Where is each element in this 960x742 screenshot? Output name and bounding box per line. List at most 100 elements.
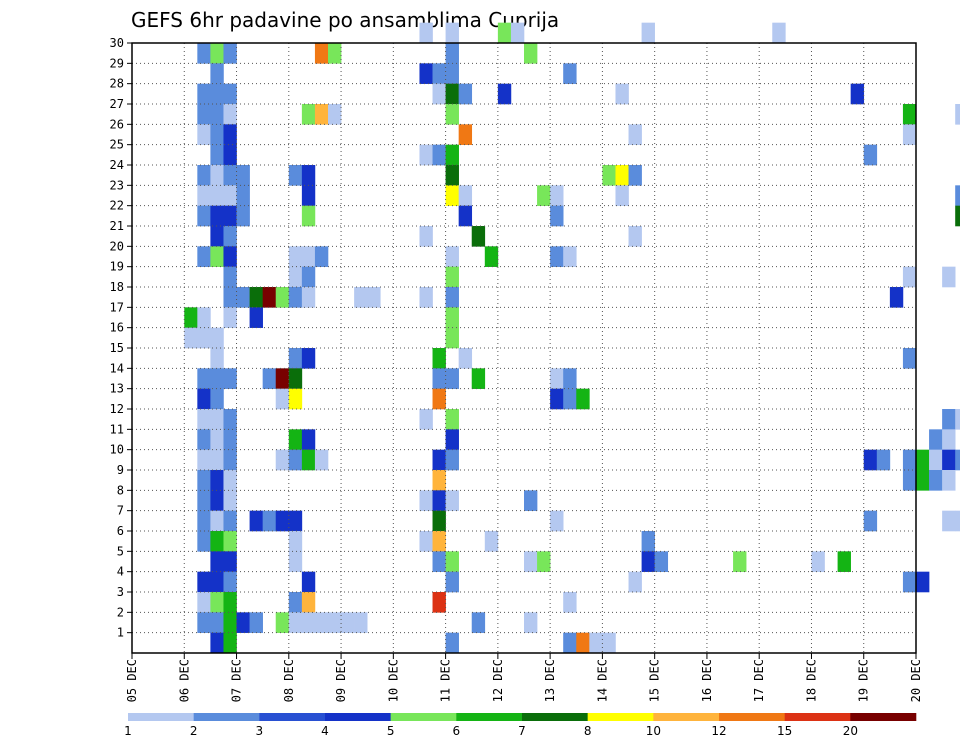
heatmap-cell	[301, 165, 316, 186]
heatmap-cell	[210, 571, 224, 593]
y-tick-label: 24	[110, 158, 124, 172]
heatmap-cell	[236, 612, 250, 633]
heatmap-cell	[432, 551, 446, 572]
heatmap-cell	[328, 612, 342, 633]
heatmap-cell	[223, 287, 237, 308]
legend-swatch	[522, 713, 588, 721]
y-tick-label: 29	[110, 56, 124, 70]
heatmap-cell	[471, 226, 486, 247]
heatmap-cell	[550, 368, 564, 389]
heatmap-cell	[955, 449, 960, 471]
x-tick-label: 08 DEC	[282, 659, 296, 702]
x-axis: 05 DEC 06 DEC 07 DEC 08 DEC 09 DEC 10 DEC 11 D…	[125, 653, 923, 702]
x-tick-label: 15 DEC	[648, 659, 662, 702]
heatmap-cell	[210, 226, 224, 247]
heatmap-cell	[210, 185, 224, 206]
heatmap-cell	[942, 470, 956, 491]
heatmap-cell	[197, 368, 211, 389]
heatmap-cell	[419, 144, 433, 166]
heatmap-cell	[563, 592, 577, 613]
heatmap-cell	[471, 612, 486, 633]
heatmap-cell	[889, 287, 904, 308]
heatmap-cell	[445, 632, 459, 654]
y-tick-label: 30	[110, 36, 124, 50]
heatmap-cell	[275, 287, 290, 308]
heatmap-cell	[223, 531, 237, 552]
heatmap-cell	[301, 205, 316, 227]
heatmap-cell	[301, 266, 316, 288]
heatmap-cell	[197, 388, 211, 410]
heatmap-cell	[288, 551, 303, 572]
heatmap-cell	[524, 43, 538, 64]
legend-label: 10	[646, 724, 661, 738]
heatmap-cell	[288, 510, 303, 532]
heatmap-cell	[288, 612, 303, 633]
heatmap-cell	[445, 551, 459, 572]
heatmap-cell	[223, 429, 237, 450]
y-tick-label: 22	[110, 199, 124, 213]
legend-label: 5	[387, 724, 395, 738]
heatmap-cell	[223, 470, 237, 491]
heatmap-cell	[223, 490, 237, 511]
x-tick-label: 11 DEC	[439, 659, 453, 702]
heatmap-cell	[210, 205, 224, 227]
legend-label: 6	[453, 724, 461, 738]
heatmap-cell	[210, 429, 224, 450]
heatmap-cell	[550, 388, 564, 410]
heatmap-cell	[955, 205, 960, 227]
heatmap-cell	[197, 246, 211, 267]
heatmap-cell	[210, 63, 224, 84]
y-tick-label: 6	[117, 524, 124, 538]
y-tick-label: 8	[117, 483, 124, 497]
heatmap-cell	[955, 409, 960, 430]
heatmap-cell	[602, 632, 616, 654]
heatmap-cell	[419, 226, 433, 247]
heatmap-cell	[210, 490, 224, 511]
heatmap-cell	[445, 327, 459, 349]
y-axis: 1234567891011121314151617181920212223242…	[110, 36, 132, 640]
heatmap-cell	[628, 124, 642, 145]
legend-label: 2	[190, 724, 198, 738]
y-tick-label: 14	[110, 361, 124, 375]
heatmap-cell	[432, 592, 446, 613]
grid-lines	[132, 43, 916, 653]
y-tick-label: 12	[110, 402, 124, 416]
heatmap-cell	[458, 185, 473, 206]
heatmap-cell	[537, 185, 551, 206]
heatmap-cell	[223, 307, 237, 328]
heatmap-cell	[275, 368, 290, 389]
y-tick-label: 18	[110, 280, 124, 294]
heatmap-cell	[301, 287, 316, 308]
y-tick-label: 15	[110, 341, 124, 355]
heatmap-cell	[223, 104, 237, 125]
heatmap-cell	[223, 144, 237, 166]
heatmap-cell	[197, 205, 211, 227]
heatmap-cell	[955, 510, 960, 532]
heatmap-cell	[902, 571, 917, 593]
legend-swatch	[193, 713, 260, 721]
heatmap-cell	[537, 551, 551, 572]
legend-swatch	[653, 713, 720, 721]
heatmap-cell	[223, 571, 237, 593]
x-tick-label: 16 DEC	[700, 659, 714, 702]
legend-swatch	[128, 713, 194, 721]
x-tick-label: 06 DEC	[177, 659, 191, 702]
y-tick-label: 17	[110, 300, 124, 314]
heatmap-cell	[419, 22, 433, 44]
heatmap-cell	[432, 510, 446, 532]
y-tick-label: 2	[117, 605, 124, 619]
heatmap-cell	[197, 429, 211, 450]
heatmap-cell	[223, 449, 237, 471]
y-tick-label: 16	[110, 321, 124, 335]
heatmap-cell	[249, 287, 263, 308]
x-tick-label: 19 DEC	[857, 659, 871, 702]
heatmap-cell	[314, 449, 329, 471]
heatmap-cell	[197, 510, 211, 532]
heatmap-cell	[197, 592, 211, 613]
heatmap-cell	[210, 165, 224, 186]
heatmap-cell	[275, 449, 290, 471]
heatmap-cell	[902, 266, 917, 288]
heatmap-cell	[288, 449, 303, 471]
heatmap-cell	[445, 22, 459, 44]
heatmap-cell	[942, 266, 956, 288]
